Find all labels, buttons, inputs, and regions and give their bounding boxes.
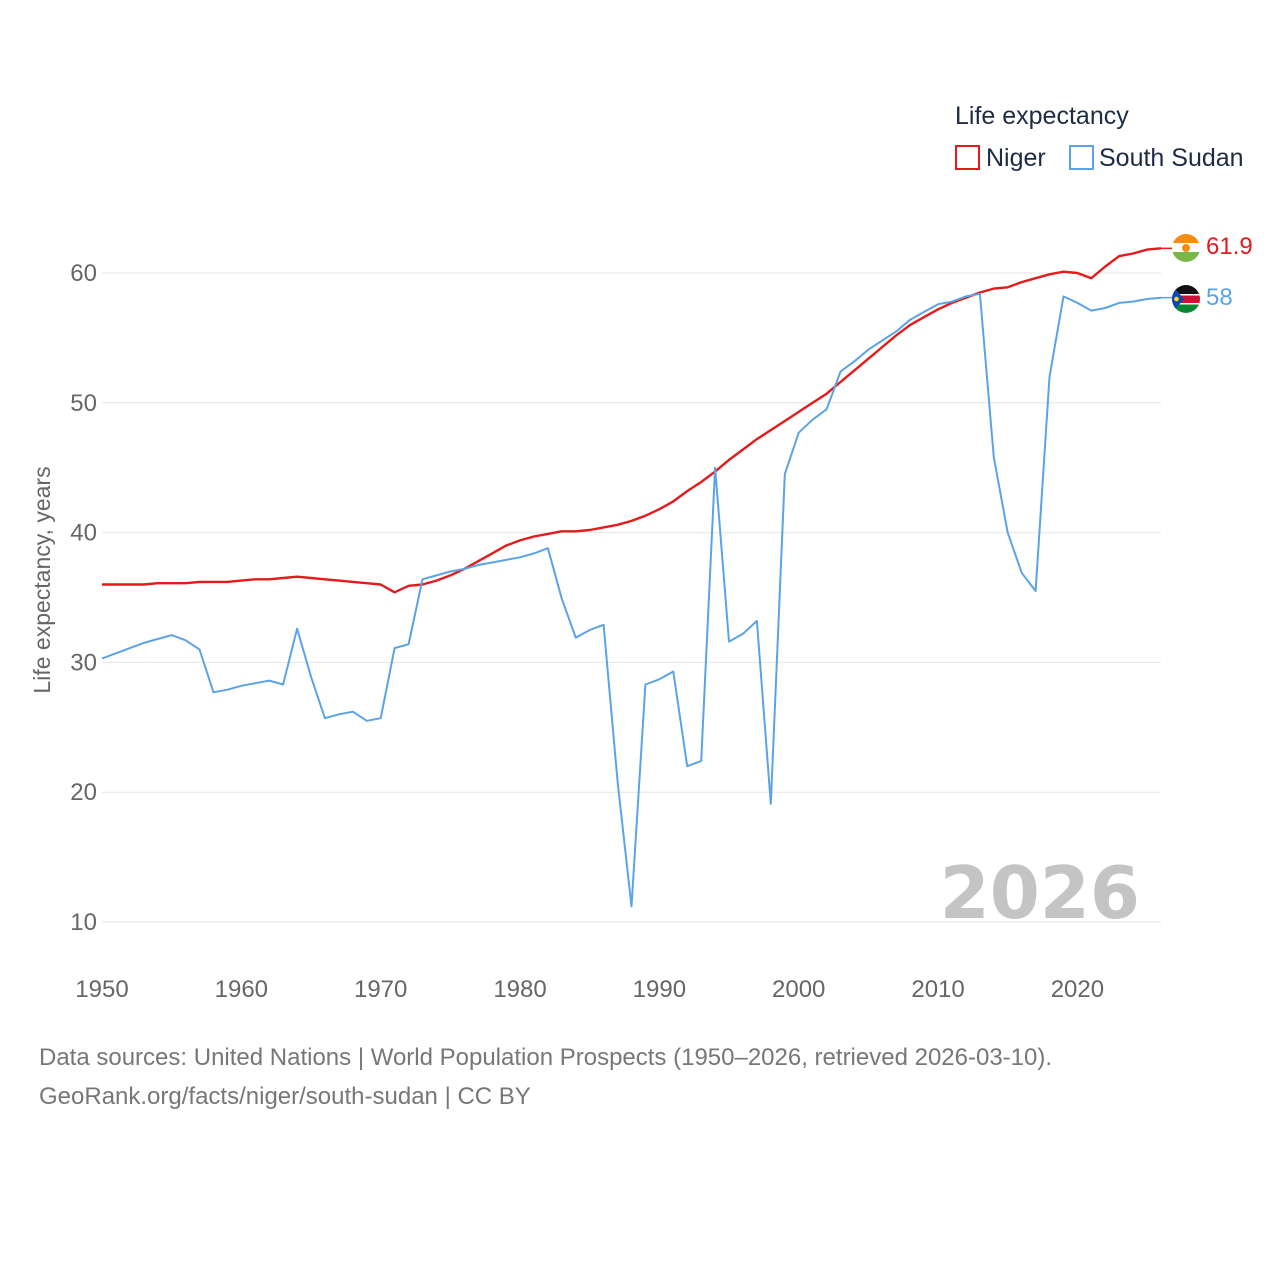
- x-tick-label-2020: 2020: [1051, 976, 1104, 1003]
- legend-title: Life expectancy: [955, 102, 1129, 130]
- end-labels: 61.9 58: [1206, 233, 1253, 311]
- y-tick-label-40: 40: [70, 520, 97, 547]
- legend-label-south-sudan: South Sudan: [1099, 144, 1244, 172]
- x-axis-ticks: 1950 1960 1970 1980 1990 2000 2010 2020: [75, 976, 1104, 1003]
- y-axis-title: Life expectancy, years: [29, 466, 55, 693]
- gridlines: [102, 272, 1161, 923]
- series-line-south-sudan[interactable]: [101, 292, 1162, 908]
- footer-sources: Data sources: United Nations | World Pop…: [39, 1044, 1053, 1071]
- footer-attribution[interactable]: GeoRank.org/facts/niger/south-sudan | CC…: [39, 1083, 531, 1110]
- y-axis-ticks: 10 20 30 40 50 60: [70, 260, 97, 936]
- y-tick-label-30: 30: [70, 649, 97, 676]
- series-lines: [101, 247, 1172, 908]
- y-tick-label-10: 10: [70, 909, 97, 936]
- legend-swatch-south-sudan: [1069, 145, 1094, 170]
- x-tick-label-1960: 1960: [215, 976, 268, 1003]
- y-tick-label-60: 60: [70, 260, 97, 287]
- current-year-watermark: 2026: [940, 851, 1140, 935]
- end-value-label-niger: 61.9: [1206, 233, 1253, 260]
- south-sudan-flag-icon: [1172, 285, 1200, 313]
- x-tick-label-1970: 1970: [354, 976, 407, 1003]
- x-tick-label-2010: 2010: [911, 976, 964, 1003]
- line-chart: 10 20 30 40 50 60 1950 1960 1970 1980 1990 2000 201…: [29, 102, 1253, 1003]
- x-tick-label-1950: 1950: [75, 976, 128, 1003]
- y-tick-label-50: 50: [70, 390, 97, 417]
- legend-item-south-sudan[interactable]: South Sudan: [1069, 144, 1244, 172]
- legend-item-niger[interactable]: Niger: [955, 144, 1046, 172]
- x-tick-label-2000: 2000: [772, 976, 825, 1003]
- x-tick-label-1990: 1990: [633, 976, 686, 1003]
- legend-swatch-niger: [955, 145, 980, 170]
- legend-label-niger: Niger: [986, 144, 1046, 172]
- series-line-niger[interactable]: [102, 247, 1162, 594]
- niger-flag-icon: [1172, 234, 1200, 262]
- end-value-label-south-sudan: 58: [1206, 284, 1233, 311]
- x-tick-label-1980: 1980: [493, 976, 546, 1003]
- y-tick-label-20: 20: [70, 779, 97, 806]
- legend[interactable]: Life expectancy Niger South Sudan: [955, 102, 1244, 172]
